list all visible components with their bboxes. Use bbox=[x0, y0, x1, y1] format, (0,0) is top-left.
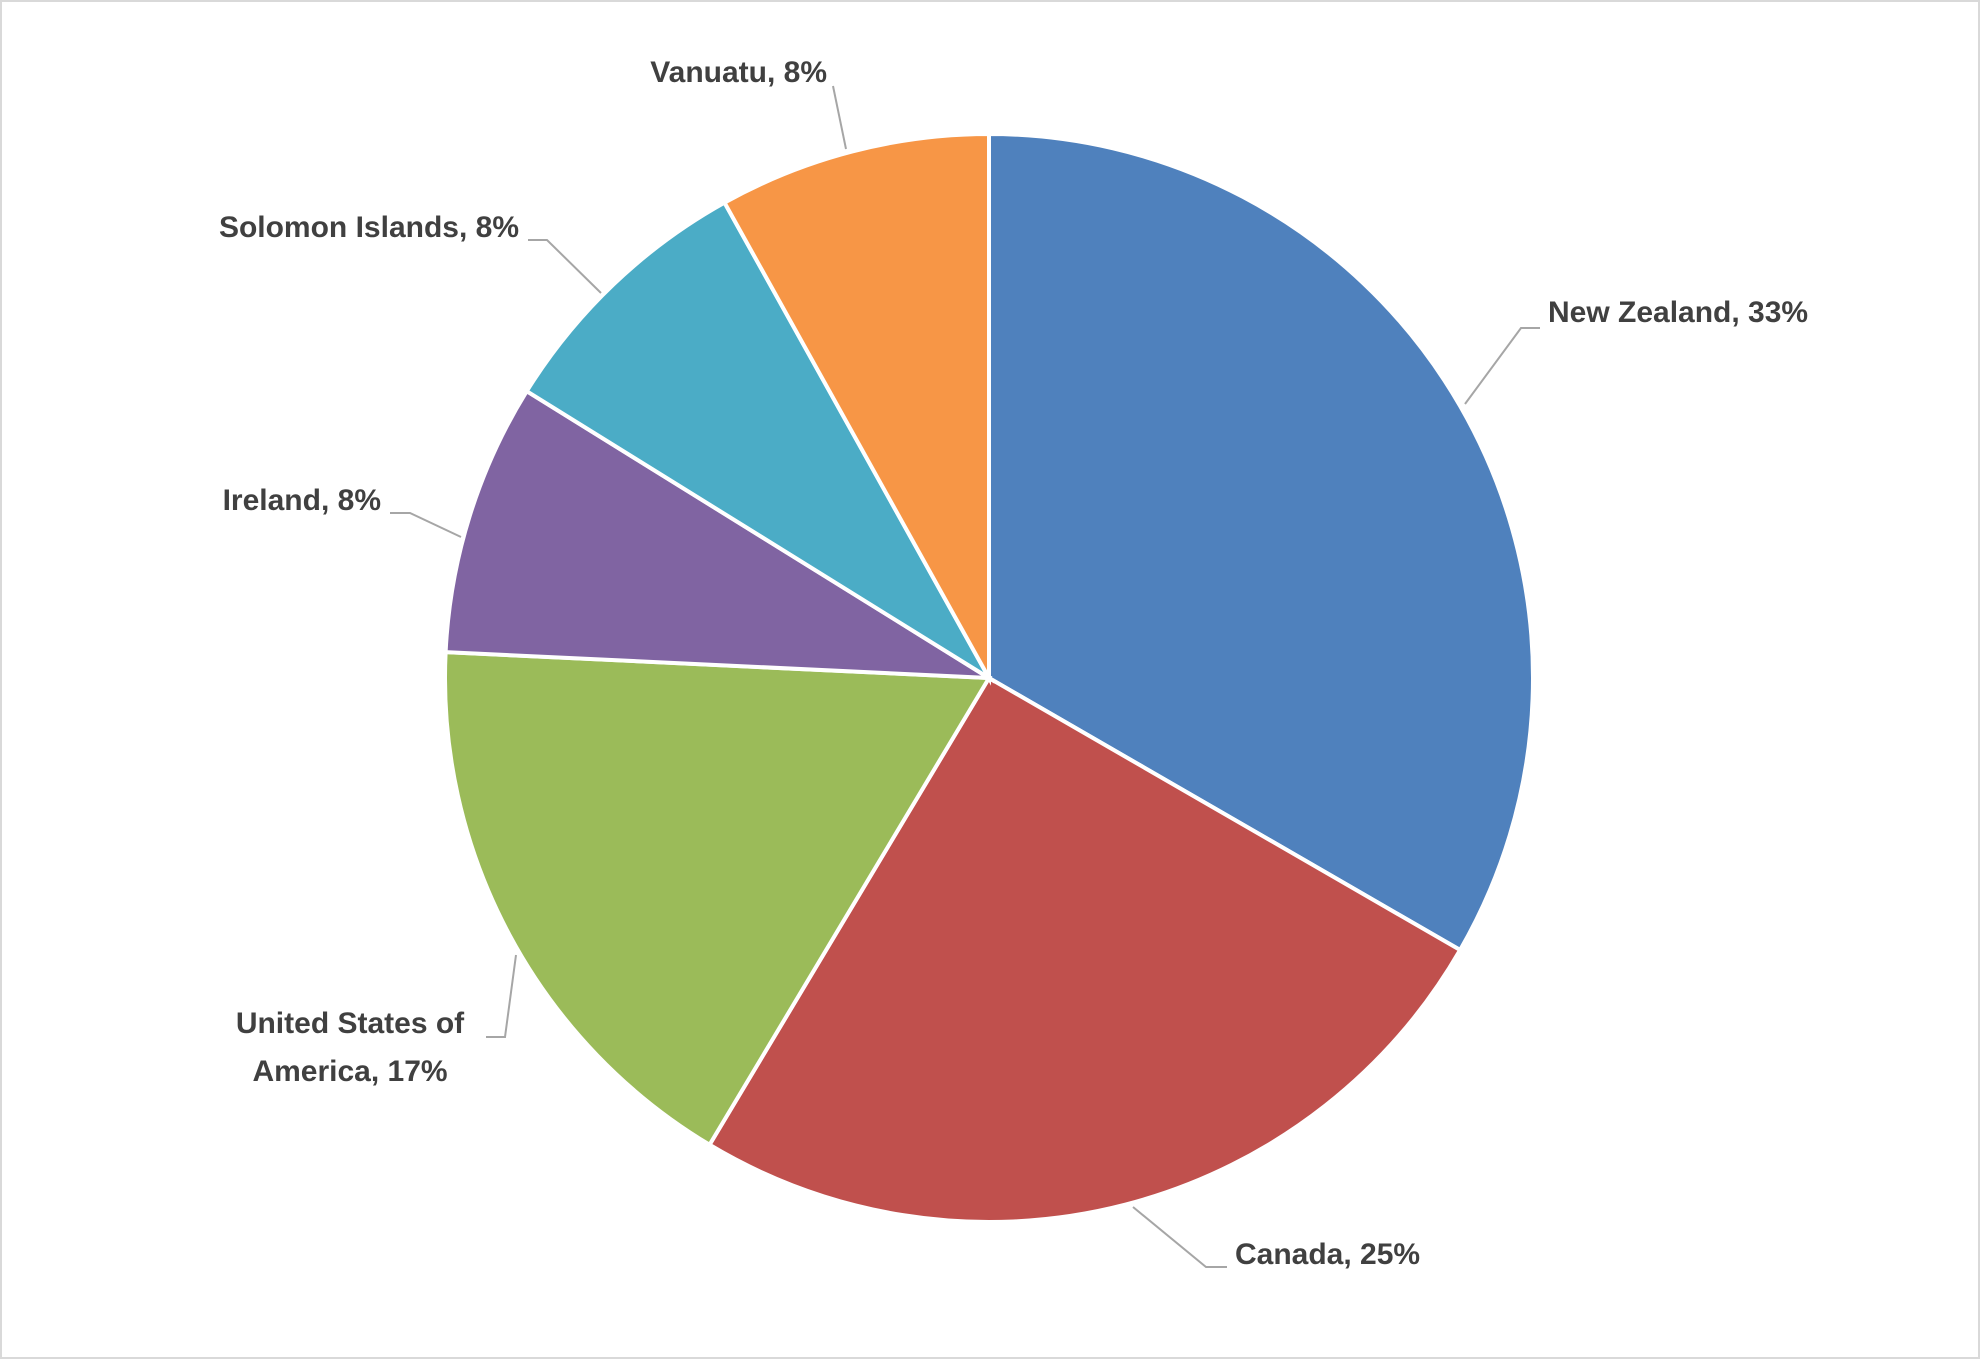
leader-line bbox=[1464, 327, 1540, 405]
pie-slice bbox=[706, 675, 1463, 1224]
data-label: Vanuatu, 8% bbox=[650, 56, 827, 89]
leader-line bbox=[528, 239, 602, 294]
data-label: Ireland, 8% bbox=[223, 484, 381, 517]
data-label: United States of America, 17% bbox=[236, 1007, 465, 1088]
leader-line bbox=[390, 512, 462, 538]
leader-line bbox=[832, 85, 847, 150]
leader-line bbox=[1132, 1206, 1227, 1268]
pie-slice bbox=[443, 388, 997, 681]
pie-slice bbox=[523, 199, 995, 684]
data-label: Canada, 25% bbox=[1235, 1238, 1420, 1271]
pie-slice bbox=[443, 650, 993, 1148]
data-label: New Zealand, 33% bbox=[1548, 296, 1808, 329]
data-label: Solomon Islands, 8% bbox=[219, 211, 519, 244]
pie-slice bbox=[987, 131, 1535, 953]
data-label-line: America, 17% bbox=[252, 1055, 447, 1088]
pie-slice bbox=[721, 131, 991, 686]
leader-line bbox=[486, 954, 517, 1038]
data-label-line: United States of bbox=[236, 1007, 465, 1040]
